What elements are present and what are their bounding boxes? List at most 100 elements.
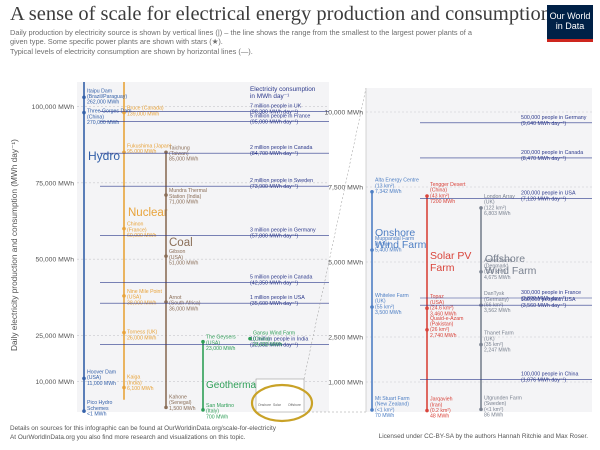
consumption-title: in MWh day⁻¹ — [250, 93, 289, 100]
plant-marker — [122, 226, 126, 231]
farm-label: (Sweden) — [484, 401, 506, 407]
farm-label: (UK) — [484, 336, 495, 342]
consumption-label: (42,350 MWh day⁻¹) — [250, 281, 298, 287]
series-label-geothermal: Geothermal — [206, 380, 258, 391]
plant-label: 139,000 MWh — [127, 111, 159, 117]
plant-label: Kahone — [169, 394, 187, 400]
farm-label: (55 km²) — [375, 304, 395, 310]
consumption-label: 100,000 people in China — [521, 372, 578, 378]
farm-label: 5,400 MWh — [375, 247, 402, 253]
farm-label: (<1 km²) — [484, 407, 504, 413]
consumption-label: 7 million people in UK — [250, 103, 302, 109]
subtitle-line: Typical levels of electricity consumptio… — [10, 46, 253, 56]
farm-label: (UK) — [484, 200, 495, 206]
consumption-title: Electricity consumption — [250, 86, 316, 93]
consumption-label: (3,560 MWh day⁻¹) — [521, 303, 566, 309]
plant-label: Bruce (Canada) — [127, 106, 164, 112]
plant-label: Arnot — [169, 295, 182, 301]
left-tick-label: 25,000 MWh — [35, 333, 74, 340]
farm-label: Quaid-e-Azam — [430, 316, 463, 322]
plant-marker — [164, 405, 168, 410]
series-label-nuclear: Nuclear — [128, 207, 168, 219]
gansu-label: 24,000 MWh — [253, 342, 283, 348]
farm-label: (Germany) — [484, 297, 509, 303]
farm-marker — [425, 306, 429, 311]
plant-marker — [201, 339, 205, 344]
farm-label: 48 MWh — [430, 414, 449, 420]
consumption-label: (95,000 MWh day⁻¹) — [250, 120, 298, 126]
plant-label: Nine Mile Point — [127, 289, 162, 295]
footer-sources[interactable]: Details on sources for this infographic … — [10, 425, 276, 432]
plant-marker — [122, 150, 126, 155]
farm-marker — [479, 407, 483, 412]
plant-label: (China) — [87, 114, 104, 120]
consumption-label: 1 million people in USA — [250, 295, 305, 301]
plant-marker — [201, 408, 205, 412]
farm-marker — [425, 194, 429, 198]
farm-label: DanTysk — [484, 291, 505, 297]
farm-label: (43 km²) — [430, 193, 450, 199]
farm-label: 3,562 MWh — [484, 308, 511, 314]
plant-label: (Taiwan) — [169, 151, 189, 157]
farm-label: (24.6 km²) — [430, 306, 454, 312]
right-tick-label: 7,500 MWh — [328, 185, 363, 192]
plant-label: Itaipu Dam — [87, 88, 112, 94]
plant-label: Hoover Dam — [87, 369, 116, 375]
consumption-label: 300,000 people in France — [521, 290, 581, 296]
farm-marker — [479, 269, 483, 274]
farm-label: 3,500 MWh — [375, 310, 402, 316]
plant-label: Taichung — [169, 145, 190, 151]
farm-marker — [479, 342, 483, 347]
farm-marker — [370, 305, 374, 309]
plant-label: Station (India) — [169, 194, 202, 200]
farm-label: Alta Energy Centre — [375, 178, 419, 184]
gansu-label: Gansu Wind Farm — [253, 331, 295, 337]
consumption-label: 100,000 people in USA — [521, 297, 576, 303]
consumption-label: (35,600 MWh day⁻¹) — [250, 301, 298, 307]
farm-label: (USA) — [430, 300, 444, 306]
farm-label: 2,247 MWh — [484, 348, 511, 354]
farm-label: (<1 km²) — [375, 407, 395, 413]
right-tick-label: 1,000 MWh — [328, 380, 363, 387]
zoom-box-label: Offshore — [288, 403, 301, 407]
footer-more[interactable]: At OurWorldInData.org you also find more… — [10, 434, 246, 441]
farm-label: 7200 MWh — [430, 199, 455, 205]
license-note: Licensed under CC-BY-SA by the authors H… — [378, 433, 588, 440]
highlight-circle — [250, 383, 314, 423]
plant-label: (France) — [127, 227, 147, 233]
consumption-label: (9,640 MWh day⁻¹) — [521, 121, 566, 127]
series-label-coal: Coal — [169, 237, 193, 249]
farm-label: Muppandal Farm — [375, 236, 414, 242]
farm-label: 4,675 MWh — [484, 275, 511, 281]
consumption-label: 500,000 people in Germany — [521, 115, 587, 121]
plant-label: (USA) — [127, 295, 141, 301]
consumption-label: (22,082 MWh day⁻¹) — [250, 343, 298, 349]
plant-label: Chinon — [127, 222, 144, 228]
farm-label: (0.2 km²) — [430, 408, 451, 414]
series-label-line: Wind Farm — [485, 265, 537, 277]
farm-label: (UK) — [375, 299, 386, 305]
series-label-hydro: Hydro — [88, 149, 120, 163]
y-axis-label: Daily electricity production and consump… — [9, 139, 19, 351]
farm-label: Anholt Farm — [484, 258, 512, 264]
farm-label: (China) — [430, 188, 447, 194]
plant-marker — [164, 193, 168, 197]
owid-logo[interactable]: Our World in Data — [547, 5, 593, 42]
consumption-label: (73,900 MWh day⁻¹) — [250, 184, 298, 190]
farm-label: Tengger Desert — [430, 182, 466, 188]
farm-label: Topaz — [430, 294, 444, 300]
consumption-label: (1,076 MWh day⁻¹) — [521, 378, 566, 384]
series-label-line: Offshore — [485, 253, 525, 265]
consumption-label: 5 million people in France — [250, 114, 310, 120]
plant-label: 51,000 MWh — [169, 261, 199, 267]
consumption-label: (8,470 MWh day⁻¹) — [521, 156, 566, 162]
logo-line: in Data — [555, 21, 585, 31]
plant-label: 85,000 MWh — [169, 157, 199, 163]
plant-label: (South Africa) — [169, 301, 201, 307]
right-plot-background — [366, 88, 592, 412]
plant-marker — [122, 294, 126, 298]
plant-label: Kaiga — [127, 375, 140, 381]
consumption-label: (57,800 MWh day⁻¹) — [250, 233, 298, 239]
right-tick-label: 5,000 MWh — [328, 260, 363, 267]
farm-label: 3,460 MWh — [430, 311, 457, 317]
